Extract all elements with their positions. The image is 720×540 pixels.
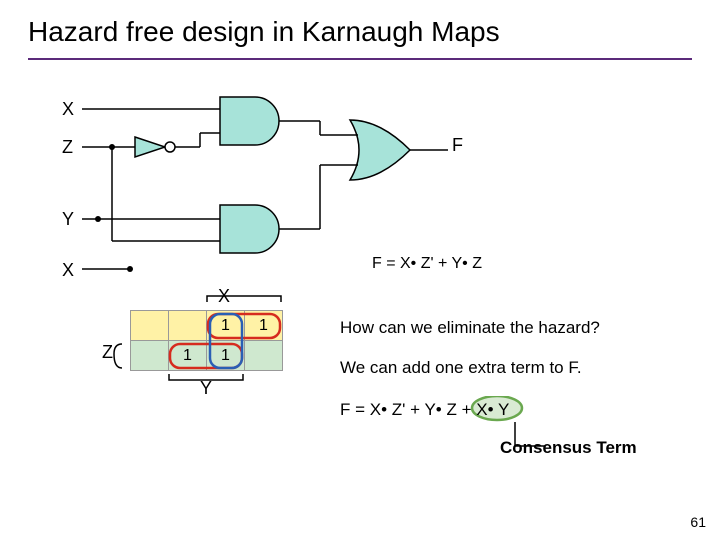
equation-label: F = X• Z' + Y• Z bbox=[372, 255, 482, 273]
logic-circuit-diagram: X Z Y X F F = X• Z' + Y• Z bbox=[70, 95, 490, 285]
kmap-z-label: Z bbox=[102, 342, 113, 363]
kmap-table: 1 1 1 1 bbox=[130, 310, 283, 371]
kmap-cell bbox=[245, 341, 283, 371]
kmap-cell: 1 bbox=[245, 311, 283, 341]
kmap-y-label: Y bbox=[200, 378, 212, 399]
equation2-term-wrap: X• Y bbox=[476, 400, 509, 420]
equation2-prefix: F = X• Z' + Y• Z + bbox=[340, 400, 476, 419]
equation2: F = X• Z' + Y• Z + X• Y bbox=[340, 400, 509, 420]
input-x-label: X bbox=[62, 99, 74, 120]
kmap-cell: 1 bbox=[169, 341, 207, 371]
answer-text: We can add one extra term to F. bbox=[340, 358, 582, 378]
kmap-cell: 1 bbox=[207, 341, 245, 371]
kmap-cell bbox=[131, 311, 169, 341]
input-y-label: Y bbox=[62, 209, 74, 230]
page-number: 61 bbox=[690, 514, 706, 530]
kmap-cell: 1 bbox=[207, 311, 245, 341]
input-x2-label: X bbox=[62, 260, 74, 281]
consensus-label: Consensus Term bbox=[500, 438, 637, 458]
page-title: Hazard free design in Karnaugh Maps bbox=[0, 0, 720, 48]
equation2-term: X• Y bbox=[476, 400, 509, 419]
output-f-label: F bbox=[452, 135, 463, 156]
kmap-cell bbox=[169, 311, 207, 341]
input-z-label: Z bbox=[62, 137, 73, 158]
divider bbox=[28, 58, 692, 60]
karnaugh-map: X Z Y 1 1 1 1 bbox=[130, 310, 283, 371]
kmap-x-label: X bbox=[218, 286, 230, 307]
question-text: How can we eliminate the hazard? bbox=[340, 318, 600, 338]
kmap-cell bbox=[131, 341, 169, 371]
